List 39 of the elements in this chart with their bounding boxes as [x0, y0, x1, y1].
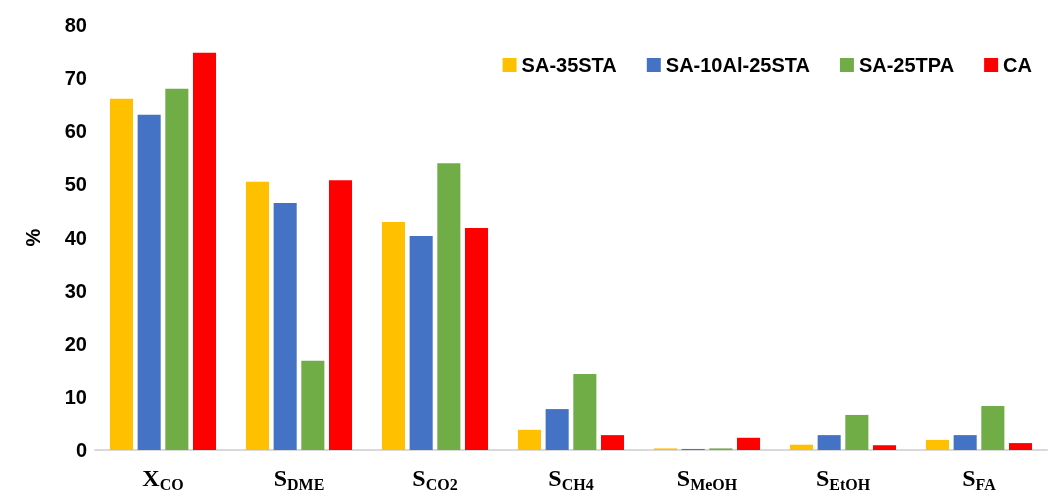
- y-tick-label: 10: [64, 385, 87, 408]
- bar: [845, 414, 869, 450]
- y-tick-label: 40: [64, 226, 87, 249]
- legend-label: SA-25TPA: [858, 54, 955, 76]
- bar: [573, 374, 597, 450]
- bar: [925, 439, 950, 450]
- bar: [600, 435, 625, 450]
- bar: [817, 435, 841, 450]
- y-tick-label: 60: [64, 120, 87, 143]
- bar: [245, 181, 270, 450]
- bar: [545, 409, 569, 450]
- bar: [1008, 443, 1033, 450]
- y-tick-label: 30: [64, 279, 87, 302]
- y-axis-title: %: [22, 228, 44, 247]
- bar: [872, 445, 897, 450]
- bar: [328, 180, 353, 450]
- bar: [301, 360, 325, 450]
- bar: [137, 114, 161, 450]
- bar: [981, 405, 1005, 450]
- bar: [165, 88, 189, 450]
- bar: [381, 222, 406, 450]
- y-tick-label: 80: [64, 14, 87, 36]
- y-tick-label: 20: [64, 332, 87, 355]
- legend-label: CA: [1003, 54, 1032, 76]
- y-tick-label: 70: [64, 67, 87, 90]
- bar: [273, 202, 297, 450]
- legend-label: SA-10Al-25STA: [665, 54, 810, 76]
- bar: [464, 227, 489, 450]
- legend-label: SA-35STA: [521, 54, 617, 76]
- y-tick-label: 50: [64, 173, 87, 196]
- bar: [953, 435, 977, 450]
- y-tick-label: 0: [75, 439, 87, 461]
- bar: [409, 235, 433, 450]
- bar: [736, 437, 761, 450]
- bar: [437, 163, 461, 450]
- bar: [109, 98, 134, 450]
- bar: [789, 444, 814, 450]
- bar: [517, 429, 542, 450]
- bar: [192, 52, 217, 450]
